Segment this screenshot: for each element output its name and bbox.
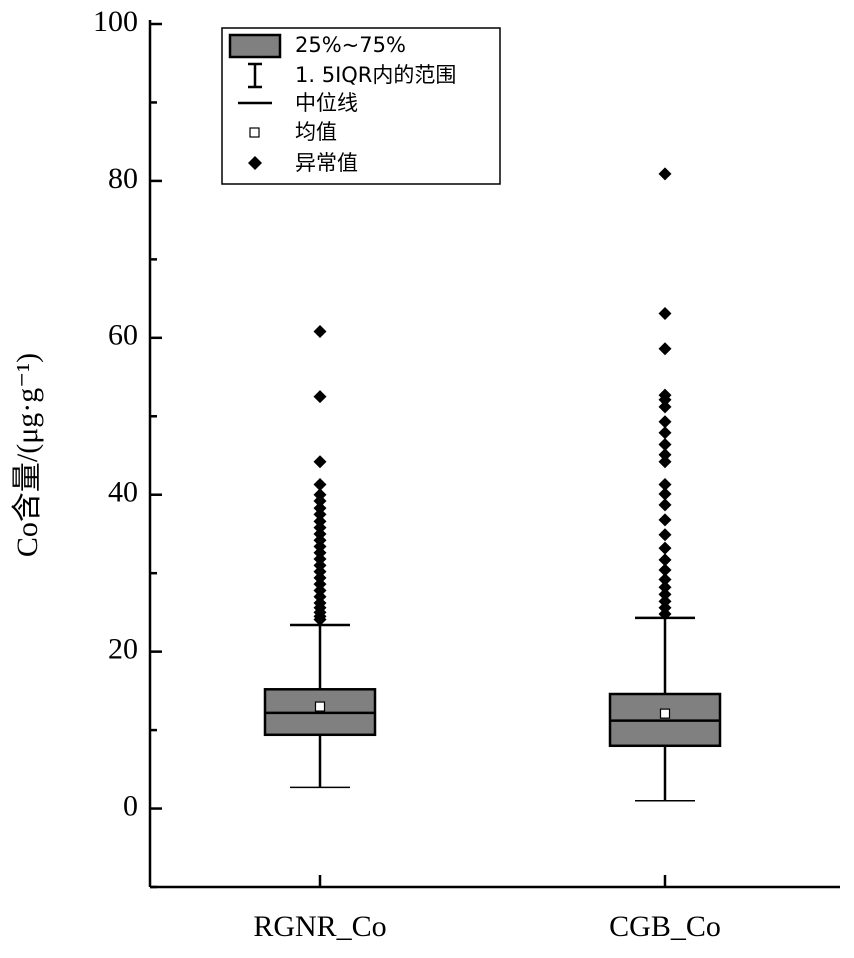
outlier [658, 580, 672, 594]
outlier [658, 342, 672, 356]
x-tick-label: RGNR_Co [253, 910, 386, 943]
y-tick-label: 80 [108, 162, 138, 195]
outlier [658, 528, 672, 542]
legend-label: 均值 [295, 120, 337, 144]
outlier [313, 390, 327, 404]
legend-outlier-symbol [248, 156, 262, 170]
outlier [658, 455, 672, 469]
outlier [658, 572, 672, 586]
mean [314, 701, 326, 712]
outlier [313, 494, 327, 508]
outlier [658, 393, 672, 407]
outlier [658, 587, 672, 601]
outlier [658, 415, 672, 429]
outlier [658, 563, 672, 577]
legend-box-symbol [228, 33, 282, 59]
legend-label: 中位线 [295, 91, 358, 115]
x-tick-label: CGB_Co [609, 910, 721, 943]
outlier [313, 325, 327, 339]
y-tick-label: 40 [108, 476, 138, 509]
legend: 25%~75% 1. 5IQR内的范围 中位线 均值 异常值 [221, 27, 501, 185]
outlier [658, 607, 672, 621]
outlier [313, 455, 327, 469]
outlier [658, 448, 672, 462]
outlier [658, 306, 672, 320]
outlier [658, 167, 672, 181]
outlier [313, 612, 327, 626]
legend-label: 25%~75% [295, 33, 406, 57]
legend-label: 异常值 [295, 151, 358, 175]
outlier [658, 513, 672, 527]
outlier [313, 478, 327, 492]
y-tick-label: 100 [93, 5, 138, 38]
y-tick-label: 0 [123, 789, 138, 822]
outlier [658, 438, 672, 452]
outlier [313, 507, 327, 521]
outlier [658, 426, 672, 440]
legend-mean-symbol [249, 127, 260, 138]
outlier [658, 400, 672, 414]
y-tick-label: 60 [108, 319, 138, 352]
outlier [658, 478, 672, 492]
y-axis-label: Co含量/(μg·g⁻¹) [11, 353, 44, 557]
mean [659, 708, 671, 719]
y-tick-label: 20 [108, 633, 138, 666]
outlier [658, 498, 672, 512]
legend-whisker-symbol [248, 62, 262, 89]
outlier [658, 487, 672, 501]
outlier [658, 553, 672, 567]
outlier [658, 541, 672, 555]
legend-label: 1. 5IQR内的范围 [295, 63, 456, 87]
